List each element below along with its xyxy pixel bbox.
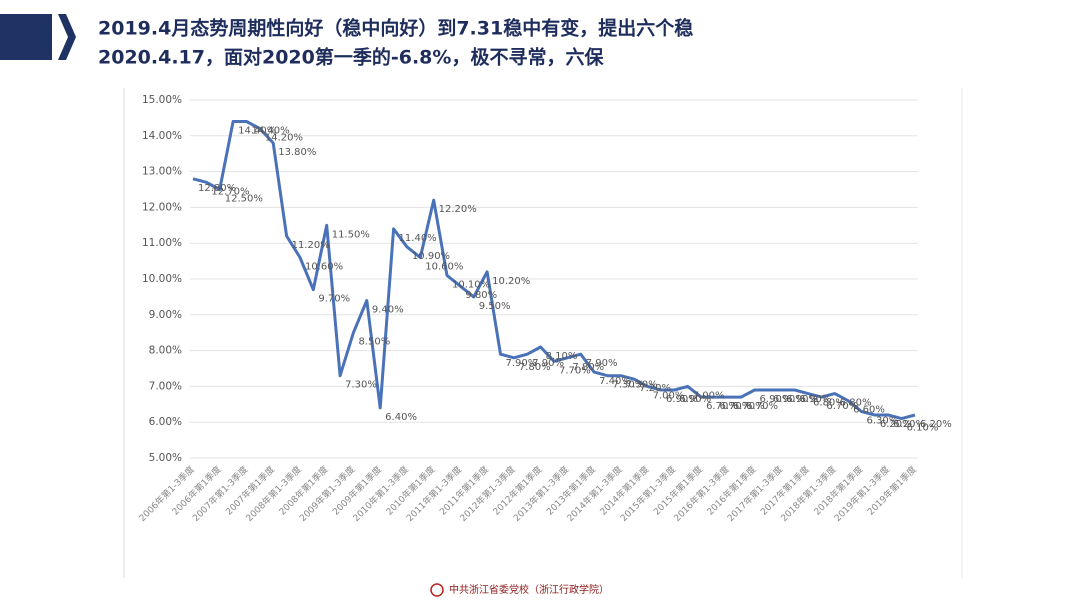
data-label: 10.60% (305, 262, 343, 273)
data-label: 6.70% (826, 401, 858, 412)
y-tick-label: 6.00% (149, 416, 182, 428)
y-tick-label: 8.00% (149, 345, 182, 357)
data-label: 6.90% (666, 394, 698, 405)
data-label: 9.80% (465, 290, 497, 301)
banner (0, 14, 52, 60)
data-label: 11.20% (292, 240, 330, 251)
data-label: 6.20% (920, 419, 952, 430)
data-label: 6.80% (840, 398, 872, 409)
data-label: 12.70% (211, 186, 249, 197)
data-label: 6.40% (385, 412, 417, 423)
data-label: 6.10% (907, 423, 939, 434)
line (192, 120, 916, 421)
data-label: 8.10% (546, 351, 578, 362)
data-label: 14.40% (251, 125, 289, 136)
data-label: 6.70% (719, 401, 751, 412)
chart: 5.00% 6.00% 7.00% 8.00% 9.00% 10.00% 11.00% 12.… (136, 94, 951, 524)
data-label: 6.90% (773, 394, 805, 405)
data-label: 7.80% (572, 362, 604, 373)
data-label: 7.40% (599, 376, 631, 387)
title-line: 2019.4月态势周期性向好（稳中向好）到7.31稳中有变，提出六个稳 (98, 17, 693, 40)
data-label: 9.50% (479, 301, 511, 312)
data-label: 10.60% (425, 262, 463, 273)
data-label: 7.80% (519, 362, 551, 373)
data-label: 7.90% (586, 358, 618, 369)
data-label: 6.90% (786, 394, 818, 405)
data-label: 6.70% (746, 401, 778, 412)
footer-text: 中共浙江省委党校（浙江行政学院） (449, 583, 609, 596)
data-label: 6.30% (867, 415, 899, 426)
data-label: 6.20% (893, 419, 925, 430)
data-label: 7.30% (626, 380, 658, 391)
data-label: 12.50% (225, 194, 263, 205)
banner-chevron (58, 14, 76, 60)
data-label: 7.20% (639, 383, 671, 394)
data-label: 8.50% (358, 337, 390, 348)
y-tick-label: 11.00% (142, 237, 182, 249)
y-tick-label: 7.00% (149, 380, 182, 392)
data-label: 7.00% (693, 390, 725, 401)
y-tick-label: 13.00% (142, 166, 182, 178)
data-label: 7.00% (653, 390, 685, 401)
data-label: 7.30% (612, 380, 644, 391)
data-label: 14.40% (238, 125, 276, 136)
data-label: 6.60% (853, 405, 885, 416)
data-label: 7.90% (506, 358, 538, 369)
data-label: 6.90% (679, 394, 711, 405)
data-label: 7.70% (559, 365, 591, 376)
y-tick-label: 14.00% (142, 130, 182, 142)
data-label: 12.80% (198, 183, 236, 194)
data-label: 6.80% (813, 398, 845, 409)
data-label: 10.20% (492, 276, 530, 287)
y-tick-label: 10.00% (142, 273, 182, 285)
y-tick-label: 15.00% (142, 94, 182, 106)
y-tick-label: 12.00% (142, 201, 182, 213)
data-label: 6.90% (760, 394, 792, 405)
data-label: 6.70% (706, 401, 738, 412)
data-label: 7.90% (532, 358, 564, 369)
data-label: 11.50% (332, 229, 370, 240)
data-label: 10.10% (452, 279, 490, 290)
title-line: 2020.4.17，面对2020第一季的-6.8%，极不寻常，六保 (98, 46, 604, 69)
data-label: 14.20% (265, 133, 303, 144)
data-label: 9.70% (318, 294, 350, 305)
data-label: 12.20% (439, 204, 477, 215)
data-label: 6.90% (800, 394, 832, 405)
logo (430, 583, 444, 597)
data-label: 6.20% (880, 419, 912, 430)
data-label: 7.30% (345, 380, 377, 391)
data-label: 9.40% (372, 304, 404, 315)
data-label: 10.90% (412, 251, 450, 262)
data-label: 13.80% (278, 147, 316, 158)
y-tick-label: 5.00% (149, 452, 182, 464)
data-label: 11.40% (399, 233, 437, 244)
data-label: 6.70% (733, 401, 765, 412)
y-tick-label: 9.00% (149, 309, 182, 321)
